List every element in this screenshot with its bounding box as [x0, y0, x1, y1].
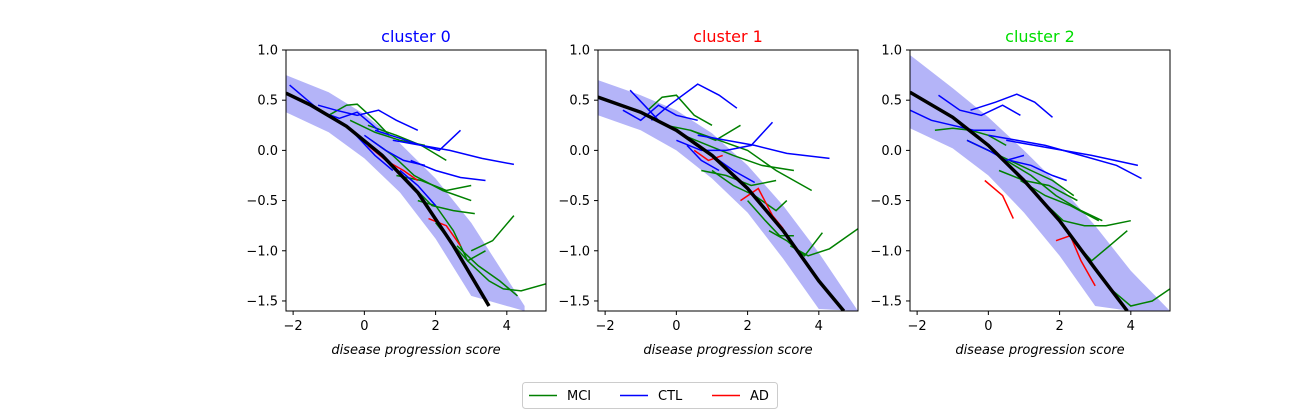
legend-label-ad: AD	[750, 389, 769, 404]
series-line-ctl-1	[938, 94, 1021, 117]
uncertainty-band	[598, 80, 858, 311]
series-line-ctl-2	[970, 93, 1053, 118]
chart-panel-0: −2 0 2 4 1.0 0.5 0.0 −0.5 −1.0 −1.5 cluster 0 disea…	[246, 27, 547, 358]
series-line-ctl-5	[629, 89, 660, 121]
y-tick-label: 1.0	[881, 44, 902, 59]
x-tick-label: −2	[284, 319, 303, 334]
chart-panel-1: −2 0 2 4 1.0 0.5 0.0 −0.5 −1.0 −1.5 cluster 1 disea…	[558, 27, 859, 358]
series-line-ctl-1	[650, 83, 738, 121]
y-tick-label: 0.0	[257, 144, 278, 159]
series-line-ad-1	[1055, 234, 1096, 287]
series-line-mci-6	[470, 215, 515, 252]
x-tick-label: 4	[1127, 319, 1135, 334]
y-tick-label: 0.5	[257, 94, 278, 109]
y-tick-label: 0.5	[881, 94, 902, 109]
series-line-mci-5	[456, 245, 518, 297]
y-tick-label: −1.0	[870, 244, 902, 259]
series-line-ctl-4	[392, 139, 515, 166]
x-tick-label: 2	[743, 319, 751, 334]
x-tick-label: 4	[503, 319, 511, 334]
y-tick-label: −0.5	[558, 194, 590, 209]
x-tick-label: 0	[360, 319, 368, 334]
series-line-mci-6	[683, 134, 795, 172]
x-tick-label: 0	[672, 319, 680, 334]
y-tick-label: 1.0	[569, 44, 590, 59]
series-line-ctl-7	[399, 169, 437, 207]
chart-panel-2: −2 0 2 4 1.0 0.5 0.0 −0.5 −1.0 −1.5 cluster 2 disea…	[870, 27, 1171, 358]
mean-trajectory-line	[598, 95, 846, 311]
series-line-ctl-3	[697, 134, 830, 160]
panel-title: cluster 0	[381, 27, 451, 46]
y-tick-label: 1.0	[257, 44, 278, 59]
x-tick-label: 0	[984, 319, 992, 334]
y-tick-label: 0.5	[569, 94, 590, 109]
axes-frame	[909, 49, 1171, 312]
series-line-mci-7	[367, 124, 447, 162]
legend: MCI CTL AD	[522, 382, 778, 409]
series-line-ctl-6	[686, 144, 720, 172]
plot-area	[598, 80, 858, 311]
series-line-ctl-2	[676, 121, 774, 152]
series-line-ctl-2	[363, 134, 426, 167]
y-tick-label: −1.0	[558, 244, 590, 259]
series-line-ctl-5	[410, 159, 486, 182]
x-tick-label: 4	[815, 319, 823, 334]
axes-frame	[597, 49, 859, 312]
series-line-ad-0	[984, 179, 1014, 219]
chart-panels: −2 0 2 4 1.0 0.5 0.0 −0.5 −1.0 −1.5 cluster 0 disea…	[246, 27, 1171, 358]
series-line-ctl-1	[317, 104, 419, 131]
panel-title: cluster 2	[1005, 27, 1075, 46]
series-line-mci-5	[1112, 288, 1170, 307]
x-axis-label: disease progression score	[955, 343, 1124, 358]
y-tick-label: −1.5	[870, 294, 902, 309]
mean-trajectory-line	[286, 91, 491, 307]
series-line-ctl-4	[1006, 139, 1139, 167]
y-tick-label: −0.5	[246, 194, 278, 209]
y-tick-label: −1.5	[558, 294, 590, 309]
y-tick-label: −1.5	[246, 294, 278, 309]
series-line-ad-0	[693, 149, 723, 162]
panel-title: cluster 1	[693, 27, 763, 46]
x-axis-label: disease progression score	[331, 343, 500, 358]
y-tick-label: −1.0	[246, 244, 278, 259]
y-tick-label: −0.5	[870, 194, 902, 209]
series-line-ctl-0	[910, 109, 996, 132]
x-axis-label: disease progression score	[643, 343, 812, 358]
plot-area	[286, 75, 546, 311]
axes-frame	[285, 49, 547, 312]
y-tick-label: 0.0	[881, 144, 902, 159]
legend-label-mci: MCI	[567, 389, 591, 404]
series-line-mci-0	[328, 103, 390, 136]
series-line-ad-1	[428, 217, 462, 247]
x-tick-label: −2	[908, 319, 927, 334]
legend-box	[522, 382, 778, 409]
plot-area	[910, 55, 1170, 311]
series-line-mci-0	[647, 94, 713, 126]
series-line-ctl-0	[622, 104, 698, 122]
x-tick-label: −2	[596, 319, 615, 334]
x-tick-label: 2	[431, 319, 439, 334]
series-line-mci-2	[1005, 159, 1103, 222]
series-line-ctl-5	[1009, 159, 1067, 182]
x-tick-label: 2	[1055, 319, 1063, 334]
mean-trajectory-line	[910, 90, 1129, 311]
series-line-mci-3	[1041, 200, 1131, 227]
uncertainty-band	[286, 75, 525, 311]
y-tick-label: 0.0	[569, 144, 590, 159]
legend-label-ctl: CTL	[658, 389, 683, 404]
series-line-mci-7	[665, 124, 741, 142]
series-line-mci-3	[417, 199, 486, 262]
series-line-mci-6	[998, 169, 1078, 202]
